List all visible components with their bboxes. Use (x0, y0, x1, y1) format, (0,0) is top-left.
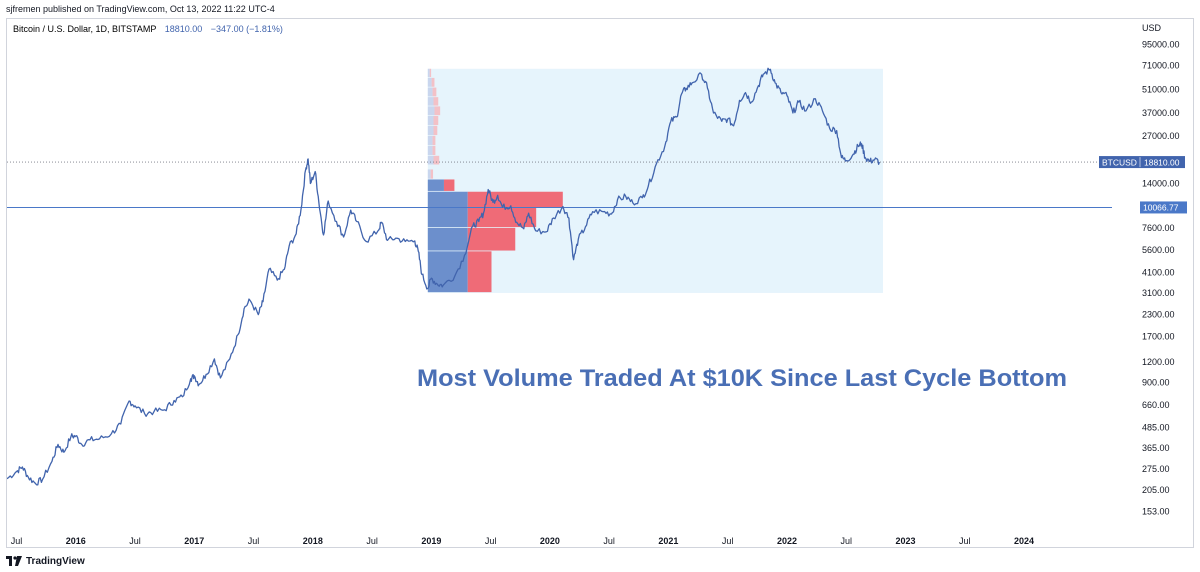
price-axis[interactable]: 95000.00 71000.00 51000.00 37000.00 27000.00… (1142, 40, 1180, 517)
time-tick-label: Jul (11, 536, 23, 546)
last-price-value: 18810.00 (1144, 157, 1180, 167)
vp-row-up-9 (427, 125, 434, 136)
vp-row-down-11 (434, 106, 441, 116)
time-tick-label: Jul (840, 536, 852, 546)
vp-row-down-1 (467, 227, 516, 251)
vp-row-up-13 (427, 87, 433, 97)
price-tick-label: 660.00 (1142, 400, 1170, 410)
vp-row-up-15 (427, 68, 430, 78)
price-tick-label: 95000.00 (1142, 40, 1180, 50)
time-tick-label: 2016 (66, 536, 86, 546)
vp-row-up-11 (427, 106, 435, 116)
vp-row-down-3 (467, 191, 563, 208)
vp-row-down-8 (432, 135, 436, 146)
time-tick-label: 2020 (540, 536, 560, 546)
volume-profile-bars (427, 68, 563, 293)
price-tick-label: 5600.00 (1142, 245, 1175, 255)
time-tick-label: 2018 (303, 536, 323, 546)
price-tick-label: 37000.00 (1142, 108, 1180, 118)
time-tick-label: 2017 (184, 536, 204, 546)
price-tick-label: 4100.00 (1142, 268, 1175, 278)
time-axis[interactable]: Jul 2016 Jul 2017 Jul 2018 Jul 2019 Jul 2020 Jul 20… (11, 536, 1034, 546)
vp-row-down-4 (443, 179, 455, 191)
price-tick-label: 27000.00 (1142, 131, 1180, 141)
time-tick-label: Jul (485, 536, 497, 546)
time-tick-label: Jul (129, 536, 141, 546)
vp-row-up-4 (427, 179, 444, 191)
time-tick-label: Jul (722, 536, 734, 546)
vp-row-up-3 (427, 191, 468, 208)
time-tick-label: 2023 (895, 536, 915, 546)
time-tick-label: 2019 (421, 536, 441, 546)
hline-price-badge (1140, 201, 1187, 214)
price-tick-label: 205.00 (1142, 485, 1170, 495)
publish-info: sjfremen published on TradingView.com, O… (6, 4, 275, 14)
vp-row-up-1 (427, 227, 468, 251)
symbol-legend: Bitcoin / U.S. Dollar, 1D, BITSTAMP 1881… (13, 24, 283, 34)
price-tick-label: 51000.00 (1142, 85, 1180, 95)
vp-row-down-7 (432, 145, 436, 156)
vp-row-down-9 (433, 125, 438, 136)
price-tick-label: 365.00 (1142, 443, 1170, 453)
vp-row-up-6 (427, 155, 434, 165)
time-tick-label: 2024 (1014, 536, 1034, 546)
time-tick-label: Jul (366, 536, 378, 546)
chart-annotation: Most Volume Traded At $10K Since Last Cy… (417, 365, 1067, 392)
tradingview-brand: TradingView (26, 555, 85, 567)
vp-row-down-6 (433, 155, 440, 165)
time-tick-label: Jul (248, 536, 260, 546)
price-tick-label: 71000.00 (1142, 61, 1180, 71)
price-tick-label: 14000.00 (1142, 179, 1180, 189)
time-tick-label: Jul (603, 536, 615, 546)
currency-label: USD (1142, 23, 1162, 33)
vp-row-down-14 (431, 77, 435, 87)
last-price-badge (1099, 156, 1185, 169)
price-tick-label: 1200.00 (1142, 357, 1175, 367)
last-price-symbol: BTCUSD (1102, 157, 1137, 167)
price-tick-label: 900.00 (1142, 378, 1170, 388)
footer: TradingView (6, 554, 85, 568)
vp-row-down-2 (467, 207, 537, 228)
vp-row-up-14 (427, 77, 432, 87)
vp-row-down-15 (429, 68, 432, 78)
price-badges: BTCUSD 18810.00 10066.77 (1099, 156, 1187, 214)
legend-change: −347.00 (−1.81%) (211, 24, 283, 34)
time-tick-label: 2021 (658, 536, 678, 546)
price-tick-label: 7600.00 (1142, 223, 1175, 233)
vp-row-up-10 (427, 115, 434, 126)
price-chart[interactable]: 95000.00 71000.00 51000.00 37000.00 27000.00… (7, 19, 1195, 549)
time-tick-label: 2022 (777, 536, 797, 546)
volume-profile-box (427, 68, 883, 293)
vp-row-up-2 (427, 207, 468, 228)
vp-row-down-5 (430, 169, 434, 179)
vp-row-up-12 (427, 97, 434, 106)
price-tick-label: 275.00 (1142, 464, 1170, 474)
price-tick-label: 2300.00 (1142, 310, 1175, 320)
vp-row-up-8 (427, 135, 433, 146)
price-tick-label: 3100.00 (1142, 288, 1175, 298)
price-series-line (7, 67, 881, 486)
price-tick-label: 1700.00 (1142, 332, 1175, 342)
vp-row-down-0 (467, 251, 492, 293)
vp-row-up-5 (427, 169, 431, 179)
tradingview-logo-icon (6, 556, 22, 566)
hline-price-value: 10066.77 (1143, 203, 1179, 213)
vp-row-down-13 (432, 87, 437, 97)
legend-price: 18810.00 (165, 24, 203, 34)
legend-symbol: Bitcoin / U.S. Dollar, 1D, BITSTAMP (13, 24, 156, 34)
chart-frame[interactable]: 95000.00 71000.00 51000.00 37000.00 27000.00… (6, 18, 1194, 548)
vp-row-down-10 (433, 115, 439, 126)
vp-row-up-7 (427, 145, 433, 156)
price-tick-label: 485.00 (1142, 423, 1170, 433)
time-tick-label: Jul (959, 536, 971, 546)
vp-row-down-12 (433, 97, 439, 106)
price-tick-label: 153.00 (1142, 506, 1170, 516)
vp-row-up-0 (427, 251, 468, 293)
